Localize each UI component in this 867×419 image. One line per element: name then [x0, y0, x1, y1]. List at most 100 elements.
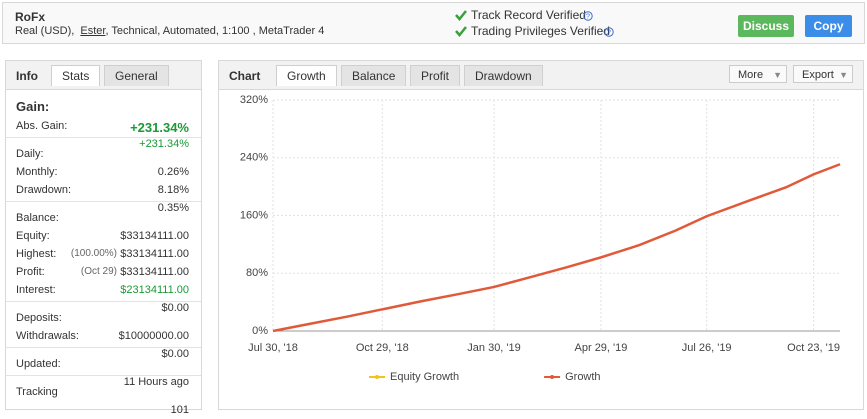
separator [6, 375, 201, 376]
chart: 0% 80% 160% 240% 320% Jul 30, '18 Oct 29, '18 J… [240, 94, 841, 383]
legend-label: Growth [565, 371, 600, 383]
stat-row: Profit: $23134111.00 [16, 263, 189, 296]
stat-row: Gain: +231.34% [16, 97, 189, 135]
stat-row: Balance: $33134111.00 [16, 209, 189, 242]
menu-label: Export [802, 69, 834, 81]
separator [6, 137, 201, 138]
menu-button[interactable]: More ▼ [729, 65, 787, 83]
stat-label: Highest: [16, 248, 57, 260]
broker-link[interactable]: Ester [80, 25, 106, 37]
y-tick-label: 80% [246, 267, 268, 279]
subtitle-text: Real (USD), [15, 25, 75, 37]
stat-value: +231.34% [139, 138, 189, 150]
tab[interactable]: Stats [51, 65, 101, 86]
stat-label: Drawdown: [16, 184, 72, 196]
chart-tabbar: Chart Growth Balance Profit Drawdown More ▼ E… [219, 61, 863, 90]
stat-value: $33134111.00 [120, 266, 189, 278]
account-title: RoFx [15, 10, 45, 24]
stat-note: (Oct 29) [80, 266, 117, 277]
stat-row: Updated: 11 Hours ago [16, 355, 189, 388]
menu-caret: ▼ [839, 70, 848, 80]
menu-label: More [738, 69, 764, 81]
y-tick-label: 160% [240, 209, 268, 221]
stat-label: Withdrawals: [16, 330, 79, 342]
subtitle-text: , Technical, Automated, 1:100 , MetaTrad… [105, 25, 325, 37]
menu-button[interactable]: Export ▼ [793, 65, 853, 83]
tab[interactable]: Balance [341, 65, 407, 86]
stat-value: $33134111.00 [120, 248, 189, 260]
info-tabbar: Info Stats General [6, 61, 201, 90]
stat-label: Gain: [16, 99, 50, 114]
check-icon [455, 10, 467, 21]
x-tick-label: Jul 26, '19 [682, 342, 732, 354]
x-tick-label: Jan 30, '19 [467, 342, 520, 354]
stat-value: 101 [170, 404, 189, 416]
y-tick-label: 0% [252, 325, 268, 337]
tab[interactable]: Profit [410, 65, 461, 86]
svg-text:?: ? [586, 13, 590, 20]
x-tick-label: Oct 23, '19 [787, 342, 840, 354]
stat-value: $0.00 [161, 348, 189, 360]
help-icon[interactable]: ? [604, 27, 614, 37]
stat-label: Deposits: [16, 312, 62, 324]
help-icon[interactable]: ? [583, 11, 593, 21]
separator [6, 301, 201, 302]
stat-row: Daily: 0.26% [16, 145, 189, 178]
stat-row: Deposits: $10000000.00 [16, 309, 189, 342]
stat-value: +231.34% [130, 120, 189, 135]
x-tick-label: Apr 29, '19 [575, 342, 628, 354]
stat-note: (100.00%) [70, 248, 117, 259]
stat-label: Profit: [16, 266, 45, 278]
stat-value: 0.26% [157, 166, 189, 178]
stat-row: Drawdown: 0.35% [16, 181, 189, 214]
legend-label: Equity Growth [390, 371, 459, 383]
chart-panel: Chart Growth Balance Profit Drawdown More ▼ E… [218, 60, 864, 410]
stat-value: 11 Hours ago [123, 376, 189, 388]
stat-value: $33134111.00 [120, 230, 189, 242]
info-panel: Info Stats General Gain: +231.34% Abs. Gain… [5, 60, 202, 416]
stat-row: Equity: (100.00%) $33134111.00 [16, 227, 189, 260]
stat-label: Updated: [16, 358, 61, 370]
stat-row: Withdrawals: $0.00 [16, 327, 189, 360]
header-button[interactable]: Copy [805, 15, 852, 37]
separator [6, 347, 201, 348]
x-tick-label: Jul 30, '18 [248, 342, 298, 354]
stat-value: $0.00 [161, 302, 189, 314]
x-tick-label: Oct 29, '18 [356, 342, 409, 354]
stat-label: Equity: [16, 230, 50, 242]
separator [6, 201, 201, 202]
y-tick-label: 240% [240, 152, 268, 164]
stat-row: Interest: $0.00 [16, 281, 189, 314]
stat-row: Tracking 101 [16, 383, 189, 416]
svg-text:?: ? [607, 29, 611, 36]
info-label: Info [16, 69, 38, 83]
legend-swatch [550, 375, 555, 379]
stat-row: Monthly: 8.18% [16, 163, 189, 196]
series-line [272, 163, 841, 332]
stat-label: Balance: [16, 212, 59, 224]
stat-label: Daily: [16, 148, 44, 160]
stat-value: $23134111.00 [120, 284, 189, 296]
y-tick-label: 320% [240, 94, 268, 106]
tab[interactable]: Drawdown [464, 65, 543, 86]
stat-label: Abs. Gain: [16, 120, 68, 132]
stat-label: Interest: [16, 284, 56, 296]
tab[interactable]: Growth [276, 65, 337, 86]
stat-value: 0.35% [157, 202, 189, 214]
stat-label: Monthly: [16, 166, 58, 178]
stat-row: Highest: (Oct 29) $33134111.00 [16, 245, 189, 278]
tab[interactable]: General [104, 65, 169, 86]
stat-value: $10000000.00 [118, 330, 189, 342]
legend-swatch [375, 375, 379, 379]
header: RoFx Real (USD), Ester, Technical, Autom… [2, 2, 865, 44]
check-icon [455, 26, 467, 37]
stat-label: Tracking [16, 386, 58, 398]
stat-row: Abs. Gain: +231.34% [16, 117, 189, 150]
header-button[interactable]: Discuss [738, 15, 794, 37]
verification-text: Trading Privileges Verified [471, 24, 610, 38]
account-subtitle: Real (USD), Ester, Technical, Automated,… [15, 25, 324, 37]
chart-label: Chart [229, 69, 261, 83]
series-line [272, 163, 841, 333]
menu-caret: ▼ [773, 70, 782, 80]
